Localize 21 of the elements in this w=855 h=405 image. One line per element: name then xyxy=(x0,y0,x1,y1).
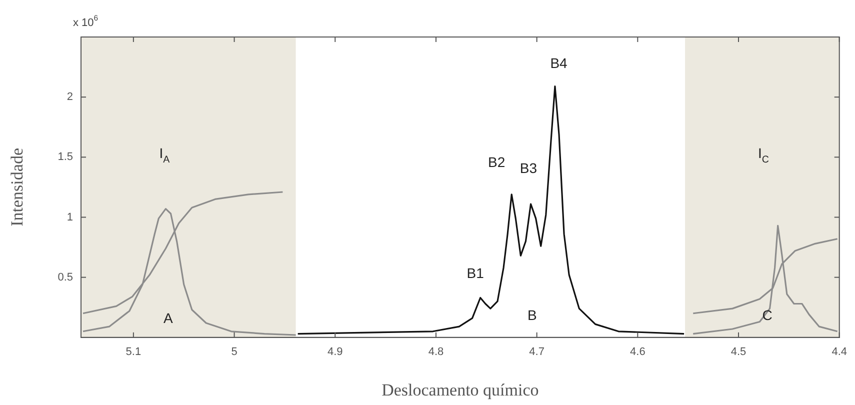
x-tick-label: 5 xyxy=(231,346,238,358)
annotation: B1 xyxy=(466,265,484,282)
y-axis-title: Intensidade xyxy=(8,148,27,226)
annotation: A xyxy=(164,310,174,326)
annotation: B4 xyxy=(550,54,568,71)
y-tick-label: 2 xyxy=(66,91,73,104)
x-tick-label: 5.1 xyxy=(126,346,142,358)
y-tick-label: 0.5 xyxy=(58,271,73,284)
x-tick-label: 4.5 xyxy=(730,346,746,358)
x-axis-title: Deslocamento químico xyxy=(382,380,539,400)
annotation: C xyxy=(762,307,772,324)
x-tick-label: 4.4 xyxy=(832,346,848,358)
y-tick-label: 1 xyxy=(66,211,73,224)
x-tick-label: 4.6 xyxy=(630,346,646,358)
annotation: B3 xyxy=(520,160,538,176)
y-tick-label: 1.5 xyxy=(58,151,73,164)
x-tick-label: 4.7 xyxy=(529,346,544,358)
annotation: B xyxy=(528,307,537,324)
annotation: B2 xyxy=(488,154,506,170)
x-tick-label: 4.9 xyxy=(327,346,343,358)
x-tick-label: 4.8 xyxy=(428,346,444,358)
